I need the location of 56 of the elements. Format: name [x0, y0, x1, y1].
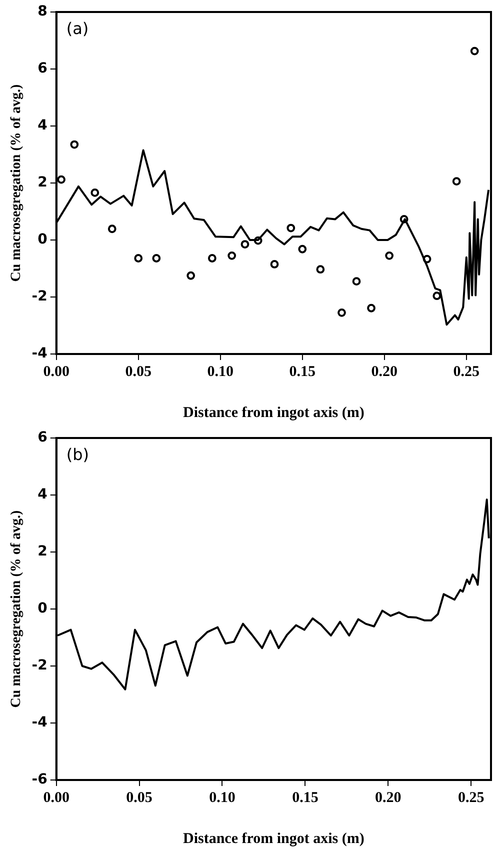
- point: [108, 224, 116, 234]
- point: [90, 188, 100, 197]
- point: [270, 260, 279, 268]
- point: [70, 140, 79, 149]
- point: [352, 277, 361, 286]
- x-tick-label: 0.20: [375, 790, 402, 806]
- y-axis-title: Cu macrosegregation (% of avg.): [9, 84, 24, 282]
- x-axis-title: Distance from ingot axis (m): [182, 404, 364, 421]
- point: [422, 254, 432, 264]
- x-tick-label: 0.00: [43, 364, 70, 380]
- y-tick-label: 8: [38, 4, 48, 20]
- point: [452, 177, 461, 186]
- x-axis-title: Distance from ingot axis (m): [182, 830, 364, 847]
- x-tick-label: 0.20: [371, 364, 398, 380]
- point: [134, 254, 143, 262]
- point: [240, 240, 250, 248]
- y-tick-label: 2: [38, 544, 48, 560]
- point: [338, 308, 346, 317]
- y-axis-title: Cu macrosegregation (% of avg.): [9, 510, 24, 708]
- point: [228, 251, 236, 260]
- y-tick-label: -6: [32, 772, 48, 788]
- y-tick-label: 0: [38, 600, 48, 617]
- point: [470, 46, 479, 56]
- x-tick-label: 0.10: [209, 790, 236, 806]
- point: [432, 292, 442, 300]
- y-tick-label: -4: [32, 714, 48, 731]
- annotation: (b): [66, 445, 89, 464]
- y-tick-label: -4: [32, 346, 48, 362]
- x-tick-label: 0.10: [207, 364, 234, 380]
- x-tick-label: 0.25: [458, 790, 484, 806]
- y-tick-label: -2: [32, 288, 48, 305]
- y-tick-label: 6: [38, 430, 48, 446]
- y-tick-label: 4: [38, 486, 48, 503]
- x-tick-label: 0.15: [289, 364, 316, 380]
- y-tick-label: -2: [32, 658, 48, 674]
- x-tick-label: 0.25: [453, 364, 480, 380]
- point: [254, 236, 262, 245]
- x-tick-label: 0.05: [125, 364, 152, 380]
- y-tick-label: 4: [38, 118, 48, 134]
- point: [367, 304, 376, 312]
- y-tick-label: 0: [38, 232, 48, 248]
- point: [316, 265, 325, 274]
- point: [286, 224, 296, 232]
- point: [385, 251, 394, 260]
- point: [400, 214, 408, 224]
- y-tick-label: 2: [38, 174, 48, 191]
- x-tick-label: 0.00: [43, 790, 70, 806]
- x-tick-label: 0.15: [292, 790, 318, 806]
- point: [186, 271, 196, 280]
- x-tick-label: 0.05: [126, 790, 152, 806]
- annotation: (a): [66, 19, 89, 38]
- point: [152, 254, 161, 262]
- point: [298, 244, 307, 254]
- y-tick-label: 6: [38, 60, 48, 77]
- point: [208, 254, 216, 262]
- point: [57, 175, 66, 184]
